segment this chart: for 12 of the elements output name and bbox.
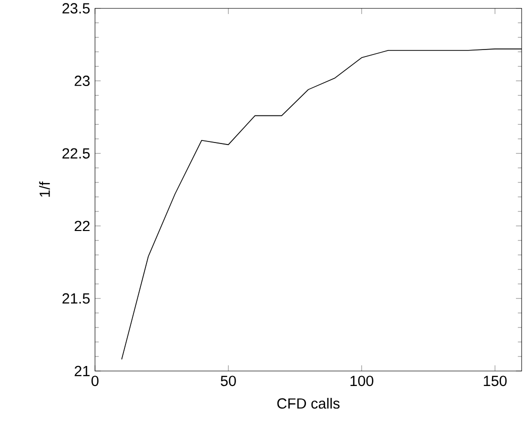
y-tick-label: 21.5 [62, 293, 90, 304]
y-tick-label: 22.5 [62, 148, 90, 159]
y-tick-label: 23 [74, 76, 90, 86]
y-tick-label: 22 [74, 220, 90, 232]
x-tick-label: 50 [220, 376, 236, 386]
x-tick-label: 150 [484, 376, 507, 386]
y-tick-label: 23.5 [62, 3, 90, 14]
y-axis-title: 1/f [39, 181, 50, 197]
y-tick-label: 21 [74, 366, 90, 376]
x-tick-label: 0 [91, 376, 98, 386]
x-axis-title: CFD calls [277, 398, 340, 409]
x-tick-label: 100 [350, 376, 374, 386]
